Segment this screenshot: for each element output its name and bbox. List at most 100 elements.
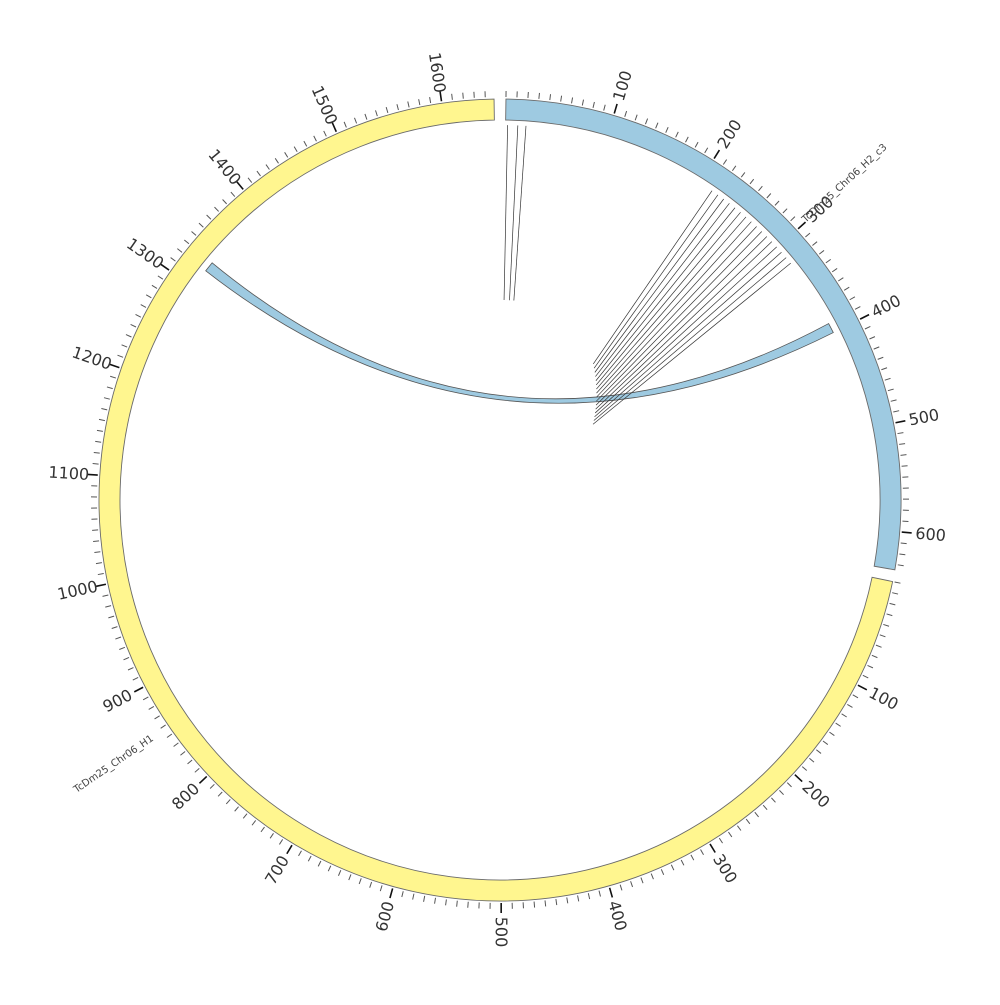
minor-tick <box>101 409 107 410</box>
minor-tick <box>874 347 880 349</box>
minor-tick <box>691 855 694 860</box>
minor-tick <box>105 606 111 608</box>
minor-tick <box>783 209 787 213</box>
major-tick <box>902 532 912 533</box>
link-line <box>595 199 724 372</box>
minor-tick <box>430 97 431 103</box>
tick-label: 1400 <box>204 145 245 188</box>
minor-tick <box>705 148 708 153</box>
major-tick <box>96 584 106 586</box>
minor-tick <box>878 357 884 359</box>
minor-tick <box>98 573 104 574</box>
minor-tick <box>578 895 579 901</box>
minor-tick <box>180 752 185 756</box>
minor-tick <box>124 657 130 659</box>
minor-tick <box>257 171 261 176</box>
minor-tick <box>96 563 102 564</box>
minor-tick <box>117 355 123 357</box>
minor-tick <box>869 337 875 339</box>
major-tick <box>710 844 715 853</box>
minor-tick <box>294 147 297 152</box>
minor-tick <box>136 314 141 317</box>
minor-tick <box>867 665 872 667</box>
minor-tick <box>308 856 311 861</box>
minor-tick <box>207 215 211 219</box>
minor-tick <box>671 865 674 870</box>
minor-tick <box>324 131 327 136</box>
major-tick <box>858 685 867 690</box>
tick-label: 1300 <box>123 234 167 273</box>
minor-tick <box>732 166 735 171</box>
minor-tick <box>881 368 887 370</box>
minor-tick <box>631 881 633 887</box>
minor-tick <box>746 819 750 824</box>
minor-tick <box>850 297 855 300</box>
minor-tick <box>210 784 214 788</box>
minor-tick <box>338 870 340 876</box>
major-tick <box>161 264 169 270</box>
minor-tick <box>759 186 763 191</box>
link-line <box>597 222 752 393</box>
minor-tick <box>354 118 356 124</box>
minor-tick <box>892 593 898 594</box>
tick-label: 100 <box>609 68 636 103</box>
minor-tick <box>252 820 256 825</box>
minor-tick <box>149 706 154 709</box>
minor-tick <box>174 743 179 747</box>
minor-tick <box>890 603 896 605</box>
minor-tick <box>365 114 367 120</box>
minor-tick <box>223 199 227 203</box>
minor-tick <box>243 814 247 819</box>
minor-tick <box>832 268 837 271</box>
link-line <box>593 191 712 364</box>
minor-tick <box>376 110 378 116</box>
minor-tick <box>279 839 282 844</box>
minor-tick <box>167 734 172 737</box>
minor-tick <box>779 790 783 794</box>
minor-tick <box>750 179 754 184</box>
minor-tick <box>108 616 114 618</box>
minor-tick <box>359 878 361 884</box>
minor-tick <box>836 723 841 726</box>
minor-tick <box>115 637 121 639</box>
minor-tick <box>755 812 759 817</box>
tick-label: 600 <box>372 899 398 934</box>
minor-tick <box>318 861 321 866</box>
minor-tick <box>141 305 146 308</box>
minor-tick <box>872 655 878 657</box>
link-line <box>510 125 518 300</box>
minor-tick <box>95 441 101 442</box>
minor-tick <box>588 893 589 899</box>
minor-tick <box>775 201 779 205</box>
minor-tick <box>188 760 193 764</box>
tick-label: 400 <box>868 291 904 322</box>
minor-tick <box>545 900 546 906</box>
minor-tick <box>641 878 643 884</box>
minor-tick <box>146 295 151 298</box>
minor-tick <box>895 582 901 583</box>
minor-tick <box>763 805 767 810</box>
minor-tick <box>885 378 891 380</box>
tick-label: 300 <box>709 851 741 887</box>
minor-tick <box>723 160 726 165</box>
minor-tick <box>899 444 905 445</box>
major-tick <box>134 687 143 692</box>
minor-tick <box>397 104 399 110</box>
tick-label: 100 <box>866 683 902 714</box>
tick-label: 500 <box>907 405 941 430</box>
minor-tick <box>876 645 882 647</box>
labels: 100200300400500600TcDm25_Chr06_H2_c31002… <box>48 51 947 947</box>
tick-label: 200 <box>798 777 833 812</box>
tick-label: 1000 <box>56 577 100 604</box>
minor-tick <box>656 123 658 129</box>
minor-tick <box>829 732 834 735</box>
minor-tick <box>94 452 100 453</box>
link-line <box>504 125 508 300</box>
minor-tick <box>370 882 372 888</box>
minor-tick <box>107 387 113 389</box>
minor-tick <box>728 832 731 837</box>
tick-label: 400 <box>604 898 631 933</box>
minor-tick <box>386 107 388 113</box>
minor-tick <box>838 278 843 281</box>
major-tick <box>199 776 206 783</box>
